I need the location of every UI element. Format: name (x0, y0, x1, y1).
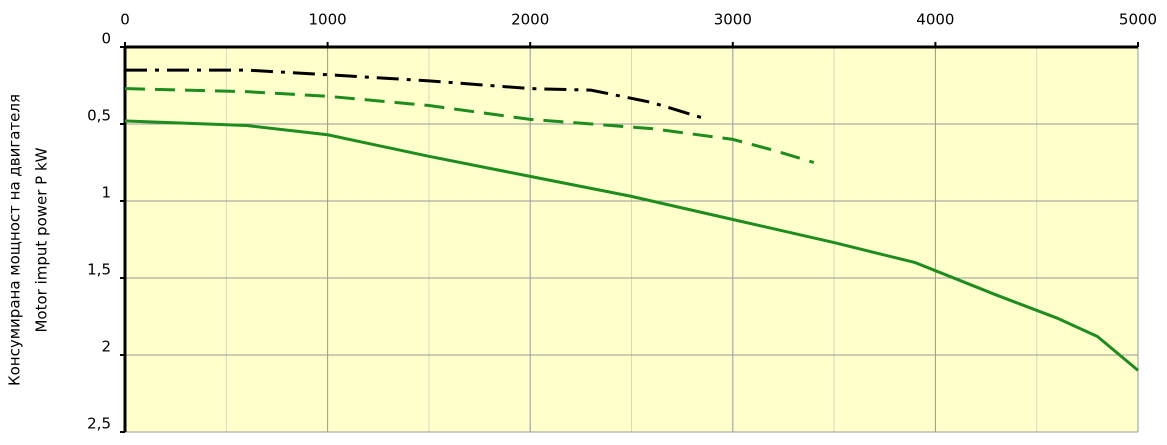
y-tick-label: 1 (101, 184, 111, 202)
y-tick-label: 1,5 (87, 261, 111, 279)
x-tick-label: 2000 (511, 11, 549, 29)
y-tick-label: 0 (101, 30, 111, 48)
x-tick-label: 0 (120, 11, 130, 29)
x-tick-label: 1000 (309, 11, 347, 29)
y-tick-label: 0,5 (87, 107, 111, 125)
line (124, 87, 815, 164)
x-tick-label: 3000 (714, 11, 752, 29)
y-axis-label: Консумирана мощност на двигателя (6, 94, 24, 386)
x-tick-label: 5000 (1119, 11, 1157, 29)
y-tick-label: 2 (101, 338, 111, 356)
line (125, 68, 703, 120)
y-tick-label: 2,5 (87, 415, 111, 433)
x-tick-label: 4000 (916, 11, 954, 29)
line (124, 119, 1139, 372)
y-axis-label: Motor imput power P kW (33, 147, 51, 332)
